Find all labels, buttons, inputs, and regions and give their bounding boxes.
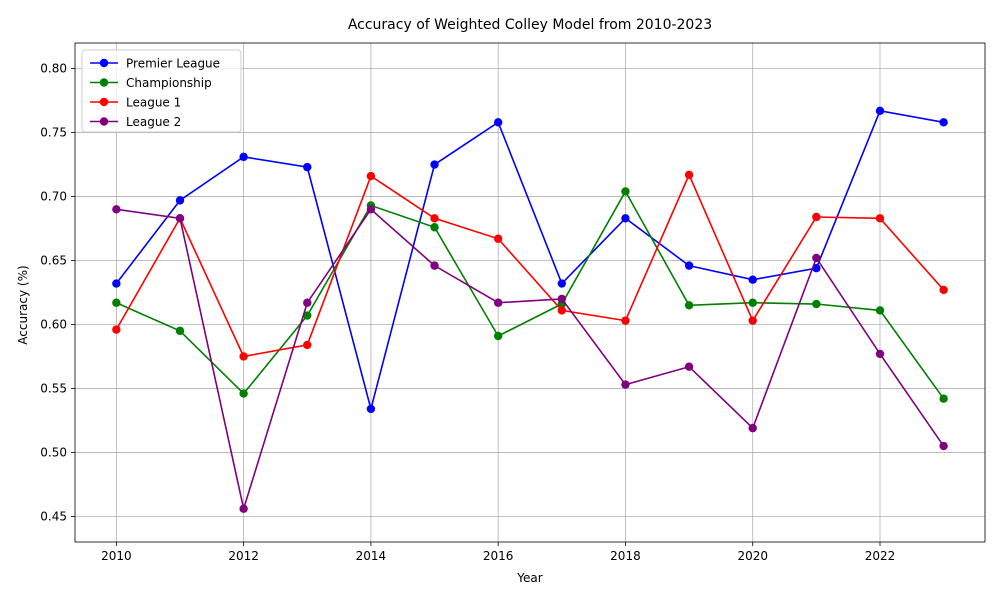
data-point-championship <box>812 299 821 309</box>
data-point-league-1 <box>112 325 121 334</box>
grid-lines <box>75 43 985 542</box>
series-line-league-2 <box>116 208 945 512</box>
data-point-league-2 <box>112 205 121 214</box>
data-point-championship <box>303 311 312 320</box>
y-tick-label: 0.45 <box>40 509 67 523</box>
x-tick-label: 2018 <box>610 549 641 563</box>
data-point-championship <box>621 187 630 196</box>
data-point-championship <box>430 223 439 232</box>
legend-marker <box>99 117 109 126</box>
data-point-league-2 <box>239 504 248 513</box>
data-point-championship <box>175 326 185 336</box>
data-point-premier-league <box>175 196 185 205</box>
data-point-league-1 <box>239 352 248 361</box>
plot-area <box>74 42 986 543</box>
series-line-premier-league <box>115 109 944 413</box>
legend-marker <box>99 58 109 68</box>
data-point-premier-league <box>366 404 376 414</box>
data-point-league-1 <box>366 171 376 181</box>
data-point-league-1 <box>875 214 885 223</box>
data-point-league-2 <box>493 298 503 307</box>
data-point-premier-league <box>812 263 821 273</box>
data-point-premier-league <box>621 214 630 223</box>
series-line-league-1 <box>115 172 945 358</box>
data-point-premier-league <box>493 118 503 127</box>
data-point-premier-league <box>557 279 567 288</box>
y-axis-label: Accuracy (%) <box>16 265 30 344</box>
data-point-league-1 <box>812 212 821 222</box>
legend-box <box>81 49 242 133</box>
data-point-premier-league <box>939 118 948 127</box>
x-tick-label: 2016 <box>483 549 514 563</box>
x-tick-label: 2022 <box>865 549 896 563</box>
series-league-2 <box>112 205 948 513</box>
data-point-championship <box>748 298 757 307</box>
data-point-league-2 <box>875 349 885 359</box>
data-point-league-2 <box>812 253 821 263</box>
data-point-championship <box>684 301 694 310</box>
data-point-league-2 <box>748 423 757 433</box>
data-point-premier-league <box>112 279 121 288</box>
series-layer <box>112 106 948 513</box>
data-point-league-1 <box>621 316 630 325</box>
legend-label: Premier League <box>126 57 220 71</box>
y-tick-label: 0.50 <box>40 445 67 459</box>
axis-ticks: 2010 2012 2014 2016 2018 2020 2022 0.45 0.50 0.55… <box>40 62 895 563</box>
data-point-league-1 <box>939 285 948 295</box>
data-point-league-1 <box>430 214 439 223</box>
data-point-league-2 <box>557 294 567 304</box>
legend-label: League 2 <box>126 115 181 129</box>
y-tick-label: 0.55 <box>40 381 67 395</box>
data-point-league-1 <box>303 340 312 350</box>
legend-marker <box>99 78 109 87</box>
y-tick-label: 0.75 <box>40 126 67 140</box>
data-point-league-1 <box>493 234 503 243</box>
data-point-league-2 <box>621 380 630 389</box>
data-point-premier-league <box>684 261 694 270</box>
data-point-league-2 <box>430 261 439 270</box>
y-tick-label: 0.80 <box>40 62 67 76</box>
legend-label: Championship <box>126 76 212 90</box>
legend-marker <box>99 97 109 107</box>
legend-item: League 2 <box>90 115 181 129</box>
data-point-championship <box>875 306 885 315</box>
data-point-league-2 <box>939 441 948 451</box>
series-line-championship <box>116 189 945 400</box>
x-tick-label: 2010 <box>101 549 132 563</box>
series-championship <box>112 187 948 403</box>
legend-label: League 1 <box>126 96 181 110</box>
data-point-championship <box>939 394 948 403</box>
data-point-league-2 <box>175 214 185 223</box>
legend: Premier League Championship League 1 League… <box>81 49 242 133</box>
y-tick-label: 0.65 <box>40 254 67 268</box>
legend-item: League 1 <box>90 96 181 110</box>
series-premier-league <box>112 106 948 414</box>
x-tick-label: 2014 <box>356 549 387 563</box>
y-tick-label: 0.70 <box>40 190 67 204</box>
data-point-championship <box>239 389 248 398</box>
y-tick-label: 0.60 <box>40 317 67 331</box>
data-point-league-1 <box>748 316 757 325</box>
data-point-championship <box>493 331 503 341</box>
data-point-premier-league <box>239 152 248 162</box>
data-point-league-2 <box>366 205 376 214</box>
data-point-championship <box>112 298 121 307</box>
data-point-premier-league <box>303 162 312 172</box>
data-point-premier-league <box>875 106 885 116</box>
data-point-league-1 <box>684 170 694 179</box>
data-point-premier-league <box>748 275 757 284</box>
x-tick-label: 2012 <box>228 549 259 563</box>
data-point-league-1 <box>557 306 567 315</box>
legend-item: Premier League <box>90 57 220 71</box>
data-point-league-2 <box>684 362 694 371</box>
x-tick-label: 2020 <box>737 549 768 563</box>
x-axis-label: Year <box>516 571 542 585</box>
data-point-premier-league <box>430 160 439 169</box>
legend-item: Championship <box>90 76 212 90</box>
data-point-league-2 <box>303 298 312 307</box>
series-league-1 <box>112 170 948 361</box>
chart-title: Accuracy of Weighted Colley Model from 2… <box>348 17 712 33</box>
